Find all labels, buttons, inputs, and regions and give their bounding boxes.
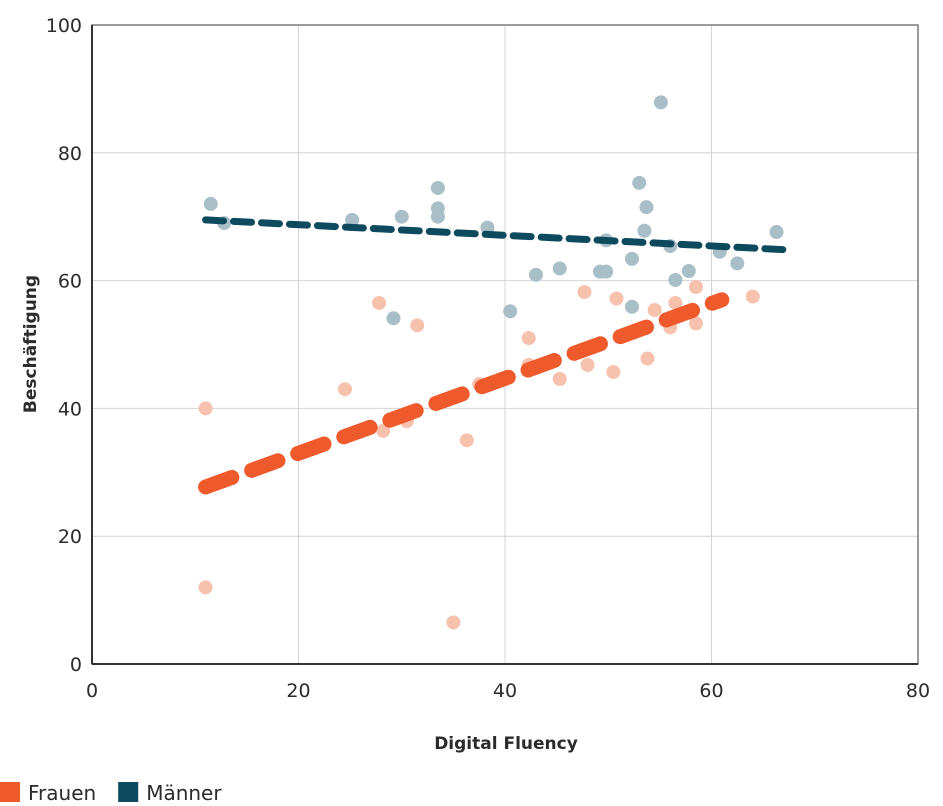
data-point-männer [639,200,654,215]
y-tick-label: 60 [58,271,82,293]
legend-label-männer: Männer [146,781,222,805]
data-point-männer [386,311,401,326]
data-point-frauen [577,285,592,300]
legend-swatch-frauen [0,782,20,802]
data-point-frauen [337,382,352,397]
data-point-frauen [668,295,683,310]
data-point-männer [552,261,567,276]
data-point-männer [624,251,639,266]
x-tick-label: 0 [86,680,98,702]
y-tick-label: 20 [58,526,82,548]
data-point-frauen [689,279,704,294]
tick-labels: 0 20 40 60 80 0 20 40 60 80 100 [46,15,930,702]
data-point-frauen [410,318,425,333]
data-point-männer [681,264,696,279]
data-point-männer [345,212,360,227]
data-point-männer [394,209,409,224]
x-axis-title: Digital Fluency [434,734,578,754]
data-point-frauen [689,316,704,331]
data-points [198,95,784,630]
data-point-männer [632,175,647,190]
data-point-männer [430,201,445,216]
x-tick-label: 20 [286,680,310,702]
data-point-männer [668,272,683,287]
data-point-frauen [640,351,655,366]
y-tick-label: 80 [58,143,82,165]
data-point-männer [503,304,518,319]
data-point-frauen [580,357,595,372]
data-point-frauen [376,423,391,438]
data-point-frauen [606,364,621,379]
trend-lines [198,216,793,495]
legend-swatch-männer [118,782,139,802]
y-tick-label: 100 [46,15,82,37]
grid [92,25,918,664]
legend-label-frauen: Frauen [28,781,96,805]
data-point-männer [599,264,614,279]
data-point-frauen [372,295,387,310]
data-point-frauen [459,433,474,448]
data-point-männer [624,299,639,314]
data-point-männer [203,196,218,211]
x-tick-label: 40 [493,680,517,702]
data-point-männer [430,180,445,195]
data-point-männer [637,223,652,238]
data-point-männer [769,225,784,240]
data-point-frauen [609,291,624,306]
x-tick-label: 80 [906,680,930,702]
data-point-männer [653,95,668,110]
data-point-frauen [552,372,567,387]
y-tick-label: 40 [58,398,82,420]
data-point-frauen [198,401,213,416]
data-point-frauen [446,615,461,630]
data-point-frauen [745,289,760,304]
axes [91,24,919,665]
data-point-männer [730,256,745,271]
trend-line-frauen [198,292,730,495]
x-tick-label: 60 [699,680,723,702]
data-point-frauen [198,580,213,595]
y-tick-label: 0 [70,654,82,676]
data-point-männer [528,267,543,282]
data-point-frauen [647,302,662,317]
data-point-frauen [521,331,536,346]
trend-line-männer [202,216,793,254]
y-axis-title: Beschäftigung [21,275,41,413]
legend: Frauen Männer [0,781,222,805]
